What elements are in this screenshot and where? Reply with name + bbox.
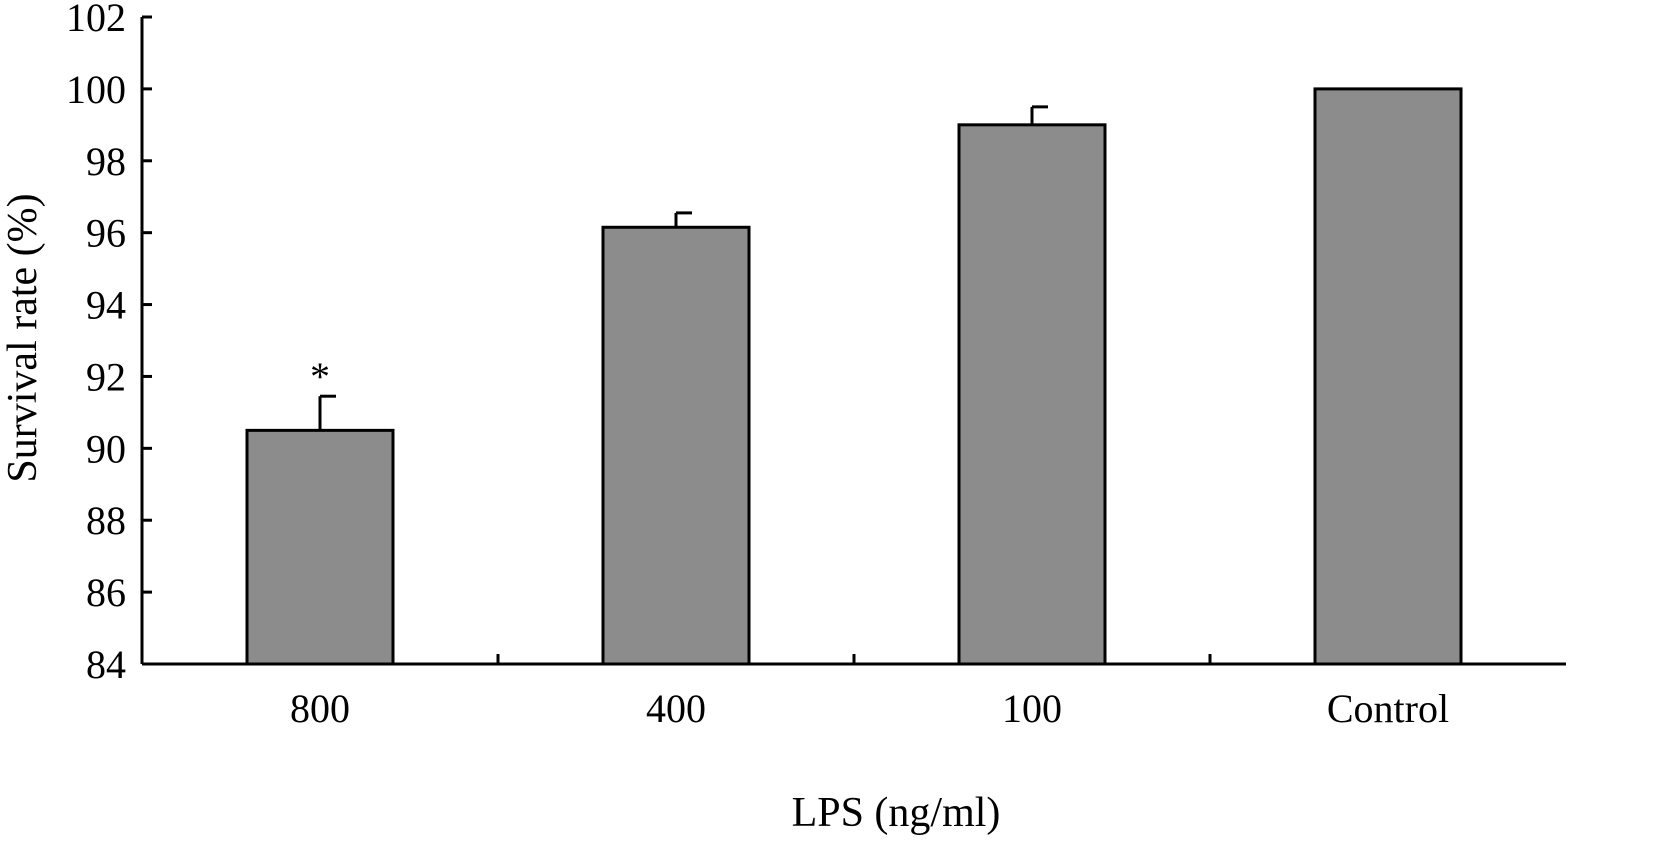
significance-marker-800: *	[310, 354, 330, 399]
y-axis-title: Survival rate (%)	[0, 193, 46, 482]
bar-100	[957, 123, 1107, 666]
x-tick-label-control: Control	[1327, 686, 1449, 731]
y-tick-label-94: 94	[86, 283, 126, 328]
y-tick-label-86: 86	[86, 570, 126, 615]
y-tick-label-84: 84	[86, 642, 126, 687]
x-tick-label-800: 800	[290, 686, 350, 731]
y-tick-label-96: 96	[86, 211, 126, 256]
bars-layer	[245, 87, 1463, 666]
y-tick-label-102: 102	[66, 0, 126, 40]
y-tick-label-98: 98	[86, 139, 126, 184]
bar-800	[245, 428, 395, 666]
x-axis-title: LPS (ng/ml)	[792, 790, 1001, 836]
x-tick-label-100: 100	[1002, 686, 1062, 731]
y-tick-label-88: 88	[86, 498, 126, 543]
y-tick-label-100: 100	[66, 67, 126, 112]
y-tick-label-90: 90	[86, 426, 126, 471]
x-tick-label-400: 400	[646, 686, 706, 731]
ticks-layer: 800 400 100 Control 84 86 88 90 92 94 96 98 100 102 *	[66, 0, 1449, 731]
y-tick-label-92: 92	[86, 354, 126, 399]
bar-control	[1313, 87, 1463, 666]
bar-400	[601, 225, 751, 666]
